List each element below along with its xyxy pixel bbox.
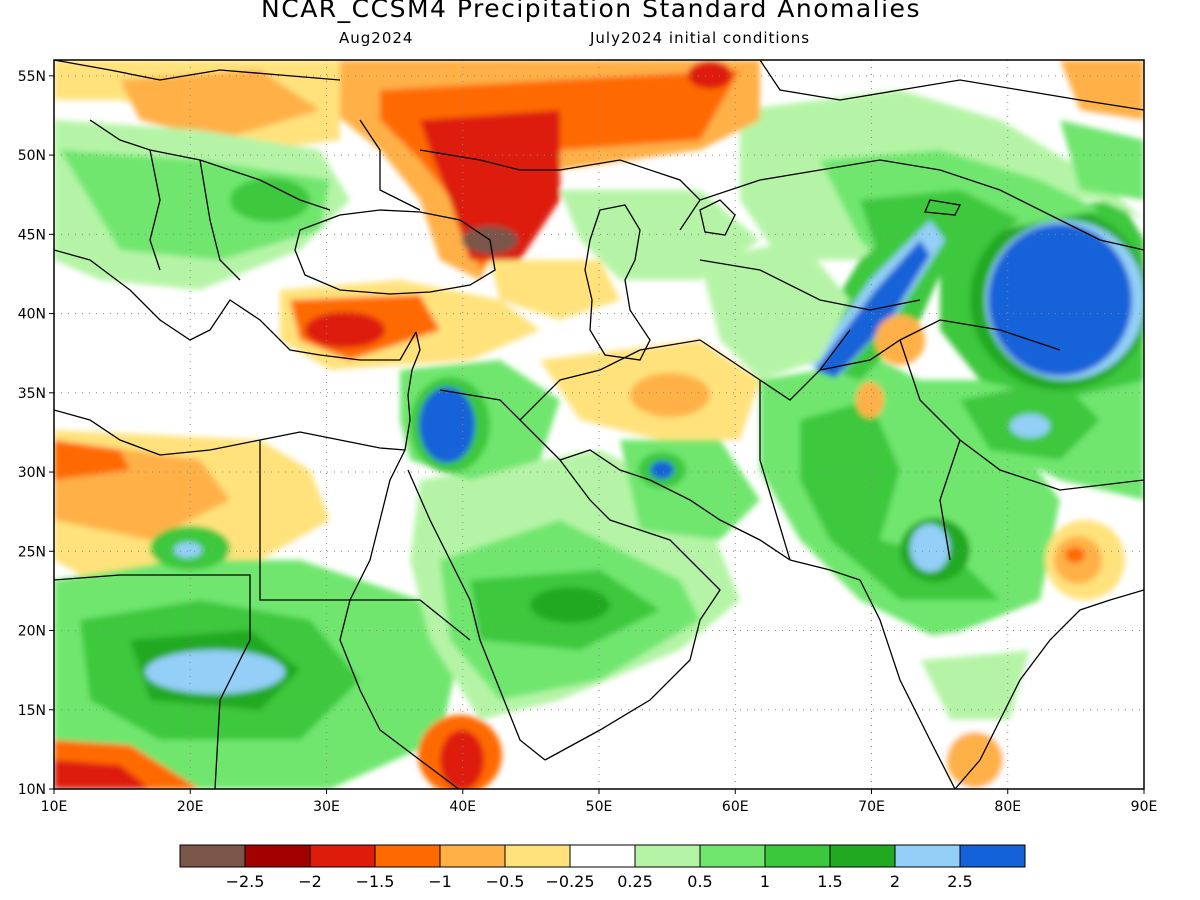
- lat-tick-label: 25N: [18, 544, 46, 560]
- lon-tick-label: 20E: [177, 799, 204, 815]
- colorbar-label: 2: [890, 872, 900, 891]
- colorbar-label: 1.5: [817, 872, 842, 891]
- colorbar-label: −2: [298, 872, 322, 891]
- lat-tick-label: 35N: [18, 386, 46, 402]
- lon-tick-label: 80E: [994, 799, 1021, 815]
- latitude-axis: 55N 50N 45N 40N 35N 30N 25N 20N 15N 10N: [18, 69, 54, 798]
- colorbar-swatch: [244, 844, 311, 868]
- colorbar-swatch: [439, 844, 506, 868]
- lon-tick-label: 50E: [586, 799, 613, 815]
- lon-tick-label: 30E: [313, 799, 340, 815]
- colorbar-swatch: [634, 844, 701, 868]
- colorbar-swatch: [504, 844, 571, 868]
- lon-tick-label: 90E: [1131, 799, 1158, 815]
- colorbar-swatch: [959, 844, 1026, 868]
- colorbar-label: −0.5: [486, 872, 525, 891]
- longitude-axis: 10E 20E 30E 40E 50E 60E 70E 80E 90E: [41, 789, 1158, 815]
- colorbar-label: 0.25: [617, 872, 653, 891]
- colorbar-label: −2.5: [226, 872, 265, 891]
- lat-tick-label: 40N: [18, 307, 46, 323]
- lat-tick-label: 45N: [18, 227, 46, 243]
- lat-lon-gridlines: [54, 60, 1144, 789]
- colorbar-swatch: [894, 844, 961, 868]
- forecast-month: Aug2024: [339, 29, 414, 47]
- lat-tick-label: 20N: [18, 624, 46, 640]
- lon-tick-label: 10E: [41, 799, 68, 815]
- colorbar-legend: −2.5 −2 −1.5 −1 −0.5 −0.25 0.25 0.5 1 1.5 2 2.5: [179, 844, 1026, 891]
- lat-tick-label: 50N: [18, 148, 46, 164]
- lon-tick-label: 40E: [449, 799, 476, 815]
- colorbar-swatch: [764, 844, 831, 868]
- colorbar-swatch: [699, 844, 766, 868]
- colorbar-label: −1.5: [356, 872, 395, 891]
- colorbar-label: −0.25: [545, 872, 594, 891]
- colorbar-swatch: [569, 844, 636, 868]
- initial-conditions-label: July2024 initial conditions: [590, 29, 811, 47]
- colorbar-label: 0.5: [687, 872, 712, 891]
- colorbar-swatch: [179, 844, 246, 868]
- lat-tick-label: 15N: [18, 703, 46, 719]
- coastlines-and-borders: [54, 60, 1144, 789]
- colorbar-swatch: [374, 844, 441, 868]
- map-title: NCAR_CCSM4 Precipitation Standard Anomal…: [261, 0, 921, 23]
- colorbar-swatch: [829, 844, 896, 868]
- colorbar-swatch: [309, 844, 376, 868]
- colorbar-label: 1: [760, 872, 770, 891]
- lat-tick-label: 30N: [18, 465, 46, 481]
- lon-tick-label: 70E: [858, 799, 885, 815]
- anomaly-field: [54, 60, 1144, 789]
- lat-tick-label: 55N: [18, 69, 46, 85]
- colorbar-label: 2.5: [947, 872, 972, 891]
- lon-tick-label: 60E: [722, 799, 749, 815]
- lat-tick-label: 10N: [18, 782, 46, 798]
- colorbar-label: −1: [428, 872, 452, 891]
